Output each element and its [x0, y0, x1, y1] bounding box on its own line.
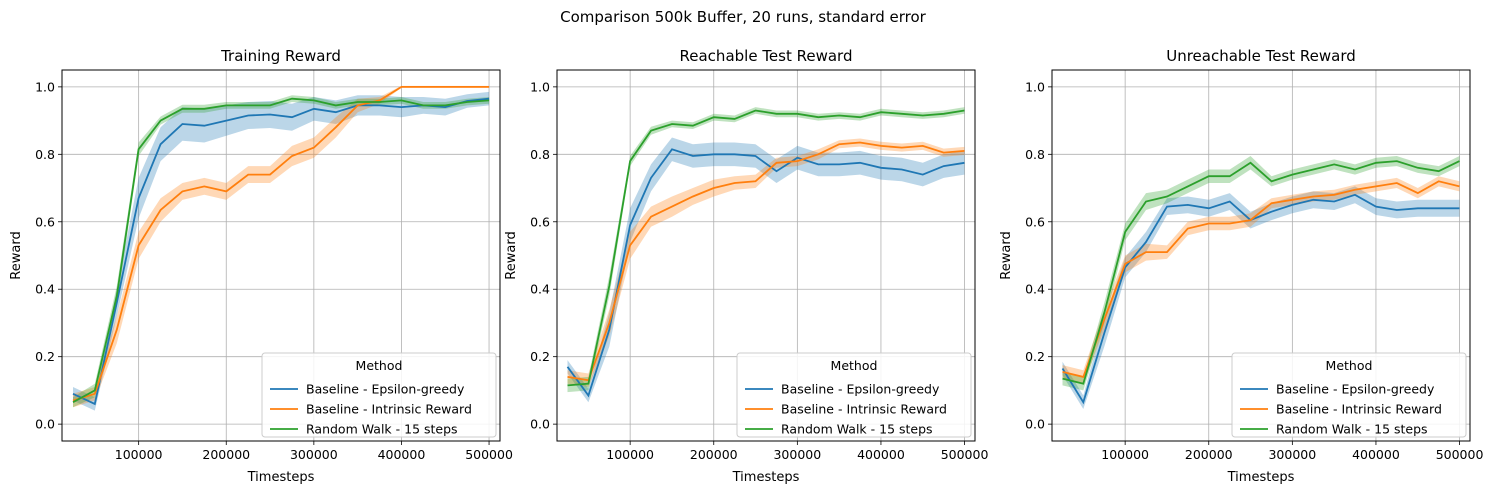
- legend-entry-2: Baseline - Intrinsic Reward: [1276, 402, 1442, 417]
- x-tick-label: 300000: [773, 447, 821, 462]
- error-band-series-1: [567, 137, 965, 403]
- series-line-2: [1062, 180, 1460, 378]
- x-axis-label: Timesteps: [1227, 470, 1295, 485]
- figure-suptitle: Comparison 500k Buffer, 20 runs, standar…: [560, 8, 926, 26]
- legend-box: [736, 352, 972, 438]
- y-tick-label: 0.0: [530, 417, 550, 432]
- x-tick-label: 300000: [1268, 447, 1316, 462]
- y-tick-label: 0.0: [35, 417, 55, 432]
- x-tick-label: 100000: [115, 447, 163, 462]
- x-tick-label: 500000: [1436, 447, 1484, 462]
- legend: Method Baseline - Epsilon-greedy Baseline …: [1231, 352, 1467, 438]
- y-tick-label: 0.2: [1025, 349, 1045, 364]
- legend-entry-1: Baseline - Epsilon-greedy: [306, 382, 465, 397]
- legend-box: [261, 352, 497, 438]
- y-tick-label: 0.8: [35, 147, 55, 162]
- y-tick-label: 0.8: [1025, 147, 1045, 162]
- x-axis-label: Timesteps: [247, 470, 315, 485]
- y-tick-label: 1.0: [1025, 79, 1045, 94]
- error-band-series-2: [567, 138, 965, 387]
- legend: Method Baseline - Epsilon-greedy Baseline …: [261, 352, 497, 438]
- legend-title: Method: [1326, 358, 1373, 373]
- y-axis-label: Reward: [504, 231, 519, 279]
- y-tick-label: 0.0: [1025, 417, 1045, 432]
- series-line-3: [1062, 160, 1460, 385]
- y-tick-label: 0.2: [530, 349, 550, 364]
- series-line-2: [72, 86, 490, 402]
- y-tick-label: 0.8: [530, 147, 550, 162]
- y-tick-label: 0.4: [530, 282, 550, 297]
- subplot-2: 100000 200000 300000 400000 500000 0.0 0.2 0.4 0…: [504, 47, 988, 485]
- x-tick-label: 200000: [202, 447, 250, 462]
- series-line-3: [567, 109, 965, 387]
- series-line-1: [1061, 193, 1460, 405]
- series-line-1: [566, 148, 965, 398]
- legend-entry-3: Random Walk - 15 steps: [306, 422, 458, 437]
- series-line-2: [567, 141, 965, 382]
- legend-title: Method: [356, 358, 403, 373]
- series-line-3: [72, 97, 490, 403]
- error-band-series-2: [1062, 176, 1460, 384]
- series-line-1: [72, 97, 490, 406]
- subplot-1: 100000 200000 300000 400000 500000 0.0 0.2 0.4 0…: [9, 47, 513, 485]
- y-tick-label: 1.0: [530, 79, 550, 94]
- legend-entry-2: Baseline - Intrinsic Reward: [781, 402, 947, 417]
- y-tick-label: 0.6: [35, 214, 55, 229]
- x-tick-label: 100000: [606, 447, 654, 462]
- y-tick-label: 1.0: [35, 79, 55, 94]
- y-tick-label: 0.6: [530, 214, 550, 229]
- legend: Method Baseline - Epsilon-greedy Baseline …: [736, 352, 972, 438]
- y-tick-label: 0.2: [35, 349, 55, 364]
- legend-box: [1231, 352, 1467, 438]
- x-tick-label: 300000: [290, 447, 338, 462]
- axes-frame: [556, 69, 976, 442]
- x-axis-label: Timesteps: [732, 470, 800, 485]
- legend-entry-3: Random Walk - 15 steps: [781, 422, 933, 437]
- legend-title: Method: [831, 358, 878, 373]
- subplot-3: 100000 200000 300000 400000 500000 0.0 0.2 0.4 0…: [999, 47, 1483, 485]
- x-tick-label: 500000: [465, 447, 513, 462]
- x-tick-label: 200000: [1185, 447, 1233, 462]
- x-tick-label: 100000: [1101, 447, 1149, 462]
- subplot-title: Training Reward: [220, 47, 341, 65]
- y-tick-label: 0.6: [1025, 214, 1045, 229]
- y-axis-label: Reward: [999, 231, 1014, 279]
- legend-entry-1: Baseline - Epsilon-greedy: [781, 382, 940, 397]
- subplot-title: Unreachable Test Reward: [1166, 47, 1356, 65]
- x-tick-label: 500000: [941, 447, 989, 462]
- x-tick-label: 400000: [378, 447, 426, 462]
- legend-entry-3: Random Walk - 15 steps: [1276, 422, 1428, 437]
- subplot-title: Reachable Test Reward: [680, 47, 853, 65]
- legend-entry-2: Baseline - Intrinsic Reward: [306, 402, 472, 417]
- axes-frame: [61, 69, 501, 442]
- legend-entry-1: Baseline - Epsilon-greedy: [1276, 382, 1435, 397]
- x-tick-label: 400000: [857, 447, 905, 462]
- x-tick-label: 200000: [690, 447, 738, 462]
- y-tick-label: 0.4: [35, 282, 55, 297]
- axes-frame: [1051, 69, 1471, 442]
- x-tick-label: 400000: [1352, 447, 1400, 462]
- y-axis-label: Reward: [9, 231, 24, 279]
- y-tick-label: 0.4: [1025, 282, 1045, 297]
